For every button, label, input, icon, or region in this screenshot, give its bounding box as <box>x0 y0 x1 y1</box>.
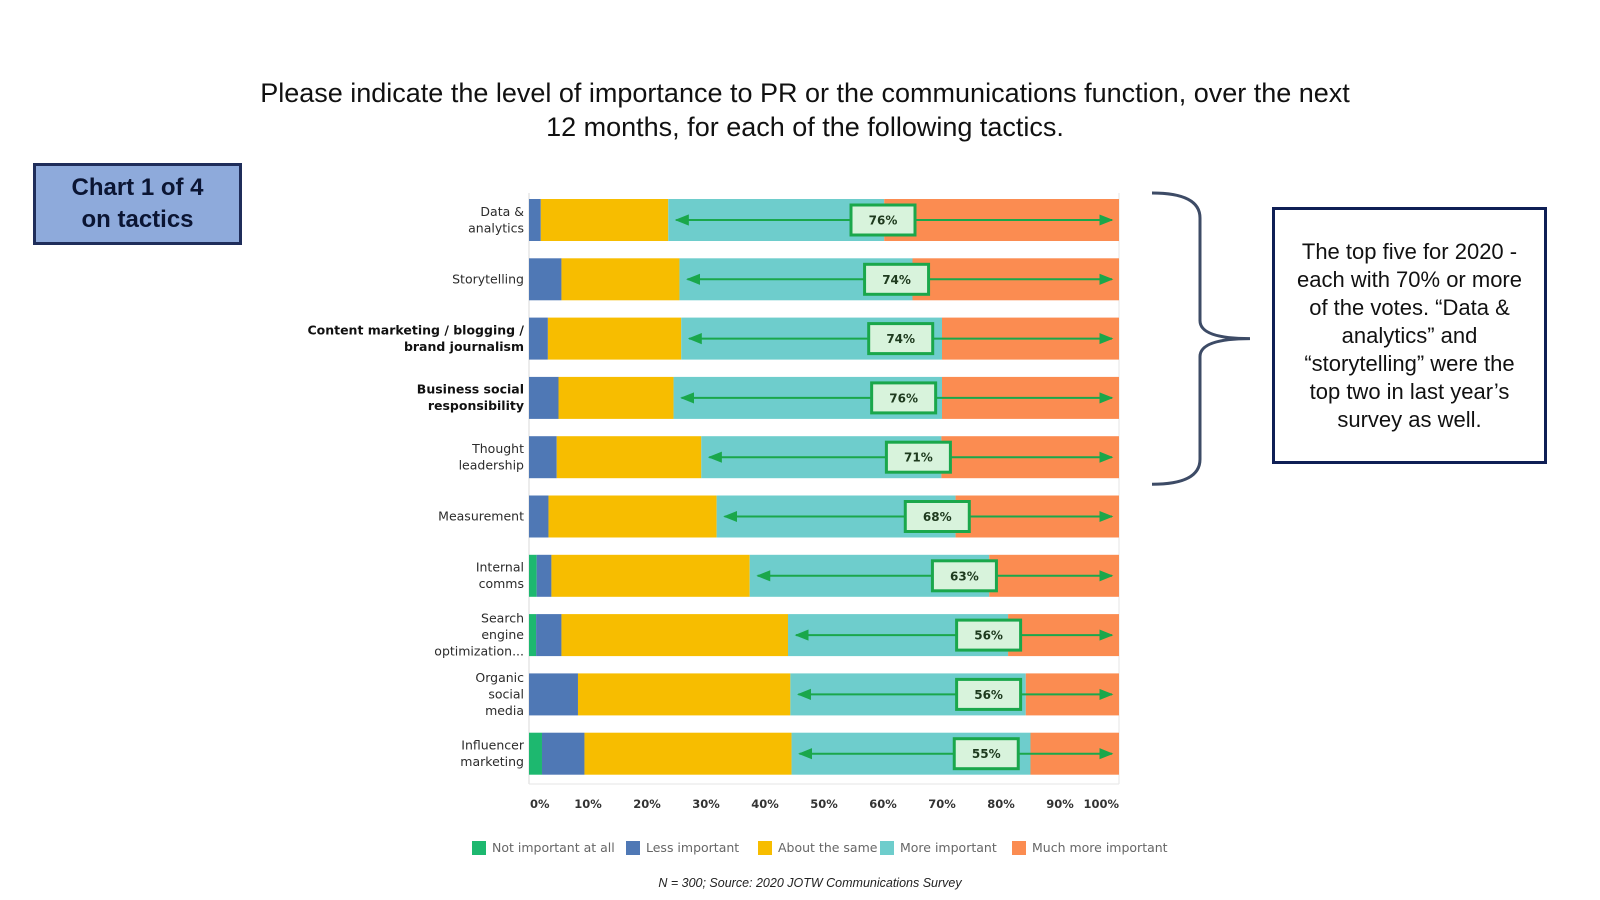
x-tick-label: 10% <box>574 797 602 811</box>
bar-row-7: Internal comms 63% <box>476 554 1119 597</box>
legend: Not important at all Less important About … <box>472 840 1168 855</box>
bar-segment-less_important <box>541 732 585 775</box>
bar-segment-about_same <box>558 376 674 419</box>
legend-label-not_important: Not important at all <box>492 840 615 855</box>
x-tick-label: 70% <box>928 797 956 811</box>
bar-row-2: Storytelling 74% <box>452 258 1119 301</box>
x-tick-label: 20% <box>633 797 661 811</box>
combined-percent-box <box>955 677 1023 711</box>
legend-swatch-more_important <box>880 841 894 855</box>
legend-label-much_more: Much more important <box>1032 840 1168 855</box>
source-note: N = 300; Source: 2020 JOTW Communication… <box>658 876 962 890</box>
top-five-bracket <box>1151 191 1251 486</box>
bar-row-5: Thought leadership 71% <box>459 436 1119 479</box>
category-label: Search engine optimization... <box>434 611 524 659</box>
combined-percent-box <box>884 440 952 474</box>
category-label: Internal comms <box>476 560 524 592</box>
bar-segment-less_important <box>536 614 562 657</box>
combined-percent-label: 71% <box>904 451 933 465</box>
bar-segment-less_important <box>529 436 557 479</box>
bar-row-9: Organic social media 56% <box>475 670 1119 718</box>
bar-segment-about_same <box>551 554 750 597</box>
combined-percent-label: 68% <box>923 510 952 524</box>
category-label: Measurement <box>438 509 524 524</box>
bar-segment-about_same <box>547 317 682 360</box>
combined-percent-box <box>952 737 1020 771</box>
combined-percent-label: 55% <box>972 747 1001 761</box>
combined-percent-label: 76% <box>889 391 918 405</box>
bar-segment-less_important <box>529 199 541 241</box>
x-axis-ticks: 0% 10% 20% 30% 40% 50% 60% 70% 80% 90% 100% <box>530 797 1119 811</box>
callout-text: The top five for 2020 - each with 70% or… <box>1297 238 1522 432</box>
bar-segment-about_same <box>548 495 717 538</box>
combined-percent-box <box>849 203 917 237</box>
x-tick-label: 30% <box>692 797 720 811</box>
legend-swatch-not_important <box>472 841 486 855</box>
bar-row-1: Data & analytics 76% <box>468 199 1119 241</box>
bar-segment-about_same <box>561 258 680 301</box>
legend-swatch-less_important <box>626 841 640 855</box>
combined-percent-label: 63% <box>950 569 979 583</box>
bar-segment-not_important <box>529 554 537 597</box>
combined-percent-label: 76% <box>869 214 898 228</box>
page-title: Please indicate the level of importance … <box>260 78 1350 142</box>
category-label: Business social responsibility <box>417 382 524 414</box>
bar-segment-less_important <box>529 258 562 301</box>
category-label: Thought leadership <box>459 441 525 473</box>
chart-badge-label: Chart 1 of 4 on tactics <box>71 174 204 233</box>
combined-percent-label: 74% <box>882 273 911 287</box>
bar-row-6: Measurement 68% <box>438 495 1119 538</box>
category-label: Content marketing / blogging / brand jour… <box>307 322 524 354</box>
bar-segment-less_important <box>536 554 552 597</box>
x-tick-label: 40% <box>751 797 779 811</box>
callout-box: The top five for 2020 - each with 70% or… <box>1272 207 1547 464</box>
bar-row-4: Business social responsibility 76% <box>417 376 1119 419</box>
bar-segment-about_same <box>577 673 791 716</box>
combined-percent-box <box>867 322 935 356</box>
bar-segment-about_same <box>561 614 789 657</box>
bar-segment-less_important <box>529 317 548 360</box>
bar-segment-not_important <box>529 614 537 657</box>
combined-percent-box <box>903 500 971 533</box>
combined-percent-box <box>863 262 931 296</box>
category-label: Influencer marketing <box>460 737 525 769</box>
bar-segment-about_same <box>540 199 669 241</box>
legend-label-less_important: Less important <box>646 840 739 855</box>
bar-row-10: Influencer marketing 55% <box>460 732 1119 775</box>
x-tick-label: 90% <box>1046 797 1074 811</box>
category-label: Organic social media <box>475 670 524 718</box>
combined-percent-box <box>955 618 1023 652</box>
x-tick-label: 100% <box>1083 797 1119 811</box>
combined-percent-label: 56% <box>974 688 1003 702</box>
bar-segment-less_important <box>529 376 559 419</box>
x-tick-label: 60% <box>869 797 897 811</box>
bar-segment-about_same <box>584 732 792 775</box>
category-label: Storytelling <box>452 271 524 286</box>
bar-row-8: Search engine optimization... 56% <box>434 611 1119 659</box>
x-tick-label: 50% <box>810 797 838 811</box>
combined-percent-box <box>930 559 998 593</box>
x-tick-label: 0% <box>530 797 550 811</box>
combined-percent-label: 74% <box>886 332 915 346</box>
legend-label-about_same: About the same <box>778 840 878 855</box>
bar-segment-less_important <box>529 673 578 716</box>
legend-label-more_important: More important <box>900 840 997 855</box>
legend-swatch-about_same <box>758 841 772 855</box>
legend-swatch-much_more <box>1012 841 1026 855</box>
combined-percent-label: 56% <box>974 629 1003 643</box>
category-label: Data & analytics <box>468 204 524 236</box>
chart-badge: Chart 1 of 4 on tactics <box>33 163 242 245</box>
x-tick-label: 80% <box>987 797 1015 811</box>
bar-segment-about_same <box>556 436 702 479</box>
bar-segment-less_important <box>529 495 549 538</box>
bar-row-3: Content marketing / blogging / brand jour… <box>307 317 1119 360</box>
combined-percent-box <box>870 381 938 415</box>
bar-segment-not_important <box>529 732 542 775</box>
